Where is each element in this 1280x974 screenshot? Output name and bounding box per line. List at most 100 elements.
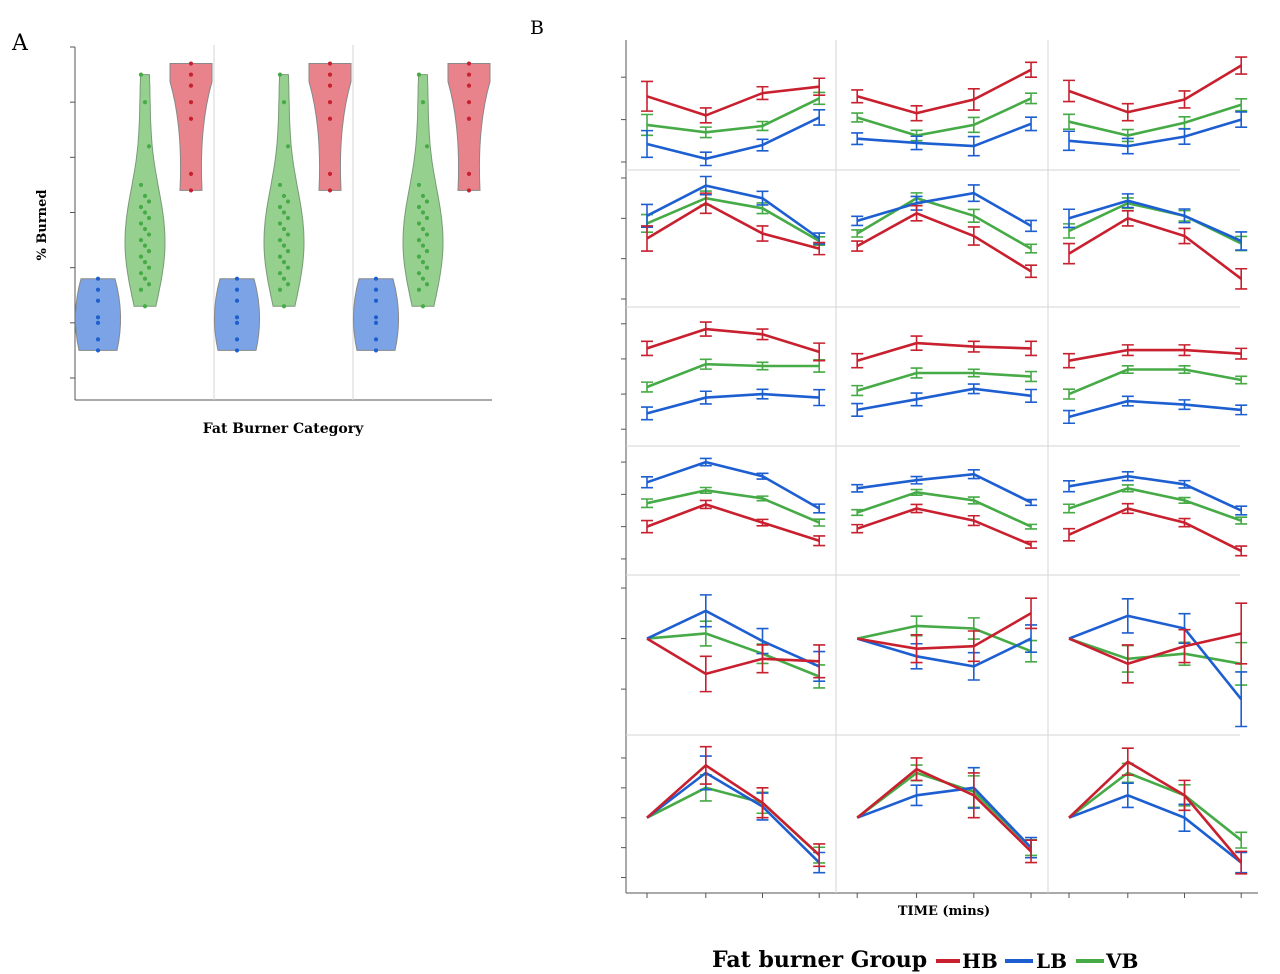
legend: Fat burner Group HB LB VB bbox=[712, 947, 1138, 973]
errorbar-hb bbox=[967, 88, 980, 111]
errorbar-hb bbox=[1025, 340, 1038, 357]
violin-point-vb bbox=[146, 144, 152, 149]
violin-point-vb bbox=[277, 72, 283, 77]
violin-point-lb bbox=[234, 276, 240, 281]
errorbar-vb bbox=[1235, 516, 1248, 525]
violin-point-hb bbox=[466, 72, 472, 77]
violin-point-hb bbox=[188, 83, 194, 88]
errorbar-lb bbox=[1063, 480, 1075, 493]
errorbar-lb bbox=[699, 457, 712, 467]
violin-point-vb bbox=[285, 265, 291, 270]
line-lb bbox=[1068, 199, 1242, 243]
errorbar-vb bbox=[756, 120, 769, 132]
violin-point-vb bbox=[142, 276, 148, 281]
errorbar-vb bbox=[1063, 503, 1075, 514]
errorbar-vb bbox=[641, 381, 653, 393]
line-vb bbox=[646, 196, 820, 243]
legend-label-hb: HB bbox=[962, 949, 998, 973]
violin-point-lb bbox=[95, 348, 101, 353]
line-lb bbox=[646, 392, 820, 415]
violin-point-vb bbox=[416, 204, 422, 210]
violin-point-vb bbox=[285, 199, 291, 204]
errorbar-hb bbox=[851, 352, 864, 369]
errorbar-hb bbox=[1235, 267, 1248, 290]
errorbar-lb bbox=[1178, 479, 1191, 489]
line-lb bbox=[646, 460, 820, 510]
errorbar-lb bbox=[851, 402, 864, 418]
errorbar-lb bbox=[1121, 193, 1134, 209]
errorbar-hb bbox=[699, 192, 712, 215]
errorbar-vb bbox=[1178, 496, 1191, 505]
violin-point-vb bbox=[424, 144, 430, 149]
violin-point-vb bbox=[281, 100, 287, 105]
errorbar-vb bbox=[1063, 388, 1075, 400]
errorbar-hb bbox=[967, 226, 980, 246]
line-vb bbox=[856, 771, 1032, 849]
line-lb bbox=[856, 191, 1032, 228]
errorbar-lb bbox=[1063, 130, 1075, 152]
errorbar-vb bbox=[1235, 98, 1248, 112]
errorbar-hb bbox=[1025, 264, 1038, 279]
violin-point-lb bbox=[234, 320, 240, 325]
violin-point-vb bbox=[420, 100, 426, 105]
errorbar-hb bbox=[756, 518, 769, 527]
errorbar-hb bbox=[699, 655, 712, 693]
errorbar-lb bbox=[1063, 409, 1075, 425]
violin-point-vb bbox=[142, 226, 148, 232]
line-lb bbox=[857, 472, 1032, 504]
errorbar-hb bbox=[1235, 850, 1248, 875]
violin-point-hb bbox=[188, 171, 194, 176]
errorbar-hb bbox=[699, 321, 712, 337]
line-hb bbox=[1068, 64, 1242, 114]
violin-point-vb bbox=[277, 204, 283, 210]
errorbar-lb bbox=[851, 215, 864, 227]
errorbar-lb bbox=[967, 184, 980, 203]
errorbar-lb bbox=[851, 483, 864, 493]
violin-point-vb bbox=[420, 260, 426, 265]
violin-point-lb bbox=[234, 337, 240, 342]
line-lb bbox=[1068, 793, 1243, 864]
violin-point-vb bbox=[146, 249, 152, 254]
errorbar-hb bbox=[1178, 344, 1191, 357]
errorbar-lb bbox=[641, 406, 653, 421]
errorbar-hb bbox=[1178, 90, 1191, 109]
errorbar-vb bbox=[1235, 831, 1248, 849]
errorbar-hb bbox=[1235, 347, 1248, 360]
errorbar-hb bbox=[813, 77, 826, 97]
violin-point-vb bbox=[420, 276, 426, 281]
errorbar-vb bbox=[756, 361, 769, 371]
violin-point-hb bbox=[188, 100, 194, 105]
errorbar-vb bbox=[1025, 523, 1038, 530]
errorbar-lb bbox=[641, 476, 653, 489]
errorbar-hb bbox=[813, 644, 826, 679]
line-vb bbox=[1068, 103, 1242, 137]
violin-point-vb bbox=[420, 243, 426, 248]
errorbar-vb bbox=[699, 126, 712, 139]
errorbar-hb bbox=[910, 105, 923, 122]
errorbar-lb bbox=[1121, 782, 1134, 809]
panel-b-line-charts: TIME (mins) bbox=[621, 40, 1258, 919]
errorbar-hb bbox=[851, 523, 864, 534]
errorbar-hb bbox=[813, 535, 826, 547]
errorbar-lb bbox=[699, 151, 712, 167]
line-hb bbox=[856, 507, 1032, 546]
errorbar-hb bbox=[1235, 56, 1248, 75]
errorbar-hb bbox=[910, 503, 923, 514]
errorbar-vb bbox=[910, 488, 923, 496]
violin-point-vb bbox=[424, 249, 430, 254]
errorbar-vb bbox=[1121, 364, 1134, 374]
violin-point-hb bbox=[466, 100, 472, 105]
violin-point-vb bbox=[138, 254, 144, 259]
violin-point-lb bbox=[234, 315, 240, 320]
line-hb bbox=[646, 327, 820, 354]
violin-point-vb bbox=[281, 226, 287, 232]
errorbar-lb bbox=[1025, 219, 1038, 233]
errorbar-hb bbox=[1121, 502, 1134, 515]
violin-point-hb bbox=[327, 171, 333, 176]
errorbar-lb bbox=[1025, 498, 1038, 507]
violin-point-vb bbox=[416, 287, 422, 292]
violin-point-vb bbox=[424, 199, 430, 204]
line-vb bbox=[1068, 486, 1242, 522]
errorbar-hb bbox=[756, 85, 769, 101]
errorbar-lb bbox=[1063, 208, 1075, 229]
